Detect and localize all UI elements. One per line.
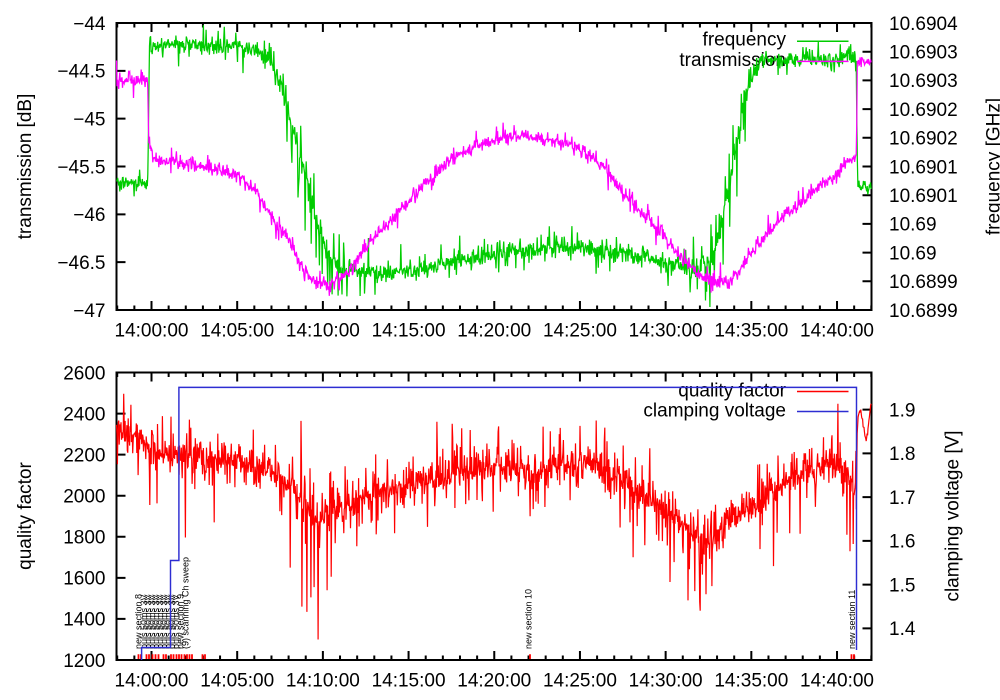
svg-text:new section 11: new section 11: [847, 590, 857, 649]
svg-text:14:00:00: 14:00:00: [115, 320, 189, 341]
svg-text:14:25:00: 14:25:00: [543, 320, 617, 341]
svg-text:puls 50ms 3V: puls 50ms 3V: [171, 594, 181, 649]
svg-text:2000: 2000: [63, 487, 105, 508]
svg-text:clamping voltage [V]: clamping voltage [V]: [943, 430, 964, 601]
svg-text:14:15:00: 14:15:00: [372, 670, 446, 691]
svg-text:2200: 2200: [63, 445, 105, 466]
svg-text:−46.5: −46.5: [57, 253, 105, 274]
svg-text:1400: 1400: [63, 610, 105, 631]
svg-text:14:10:00: 14:10:00: [286, 670, 360, 691]
svg-text:10.6901: 10.6901: [889, 157, 958, 178]
svg-text:14:20:00: 14:20:00: [457, 670, 531, 691]
svg-text:14:05:00: 14:05:00: [200, 670, 274, 691]
svg-text:14:40:00: 14:40:00: [800, 320, 874, 341]
svg-text:puls 50ms 3V: puls 50ms 3V: [143, 594, 153, 649]
svg-text:14:05:00: 14:05:00: [200, 320, 274, 341]
svg-text:14:30:00: 14:30:00: [629, 670, 703, 691]
svg-text:new section 9: new section 9: [176, 594, 186, 649]
svg-text:puls 50ms 3V: puls 50ms 3V: [159, 594, 169, 649]
svg-text:(9) scanning Ch sweep: (9) scanning Ch sweep: [181, 557, 191, 649]
svg-text:10.69: 10.69: [889, 243, 937, 264]
svg-text:14:15:00: 14:15:00: [372, 320, 446, 341]
svg-text:transmission [dB]: transmission [dB]: [15, 94, 36, 240]
svg-text:10.69: 10.69: [889, 215, 937, 236]
svg-text:2600: 2600: [63, 363, 105, 384]
svg-text:new section 10: new section 10: [524, 589, 534, 649]
svg-text:frequency: frequency: [703, 30, 787, 51]
svg-text:clamping voltage: clamping voltage: [643, 401, 786, 422]
svg-text:−45.5: −45.5: [57, 157, 105, 178]
svg-text:1.9: 1.9: [889, 400, 915, 421]
svg-text:1.7: 1.7: [889, 488, 915, 509]
svg-text:quality factor: quality factor: [678, 380, 786, 401]
svg-text:10.6899: 10.6899: [889, 272, 958, 293]
svg-text:10.6902: 10.6902: [889, 100, 958, 121]
svg-text:−44.5: −44.5: [57, 62, 105, 83]
svg-text:1200: 1200: [63, 651, 105, 672]
svg-text:puls 50ms 3V: puls 50ms 3V: [147, 594, 157, 649]
svg-text:1600: 1600: [63, 569, 105, 590]
svg-text:1.5: 1.5: [889, 575, 915, 596]
svg-text:10.6903: 10.6903: [889, 71, 958, 92]
svg-text:14:25:00: 14:25:00: [543, 670, 617, 691]
svg-text:−45: −45: [73, 109, 105, 130]
svg-text:puls 50ms 3V: puls 50ms 3V: [155, 594, 165, 649]
svg-text:new section 8: new section 8: [134, 594, 144, 649]
svg-text:puls 50ms 3V: puls 50ms 3V: [167, 594, 177, 649]
svg-text:−44: −44: [73, 14, 106, 35]
svg-text:14:00:00: 14:00:00: [115, 670, 189, 691]
svg-text:14:20:00: 14:20:00: [457, 320, 531, 341]
svg-text:puls 50ms 3V: puls 50ms 3V: [151, 594, 161, 649]
svg-text:10.6903: 10.6903: [889, 43, 958, 64]
svg-text:1800: 1800: [63, 528, 105, 549]
svg-text:14:35:00: 14:35:00: [714, 670, 788, 691]
svg-text:2400: 2400: [63, 404, 105, 425]
svg-text:frequency [GHz]: frequency [GHz]: [984, 98, 1000, 235]
svg-text:10.6904: 10.6904: [889, 14, 958, 35]
svg-text:puls 50ms 3V: puls 50ms 3V: [163, 594, 173, 649]
svg-text:14:10:00: 14:10:00: [286, 320, 360, 341]
svg-text:10.6901: 10.6901: [889, 186, 958, 207]
svg-text:quality factor: quality factor: [15, 461, 36, 569]
svg-text:−47: −47: [73, 301, 105, 322]
svg-text:10.6899: 10.6899: [889, 301, 958, 322]
svg-text:−46: −46: [73, 205, 105, 226]
svg-text:puls 50ms 3V: puls 50ms 3V: [139, 594, 149, 649]
svg-text:1.4: 1.4: [889, 619, 916, 640]
svg-text:14:30:00: 14:30:00: [629, 320, 703, 341]
svg-text:1.8: 1.8: [889, 444, 915, 465]
svg-text:14:40:00: 14:40:00: [800, 670, 874, 691]
svg-text:1.6: 1.6: [889, 532, 915, 553]
svg-text:10.6902: 10.6902: [889, 129, 958, 150]
svg-text:14:35:00: 14:35:00: [714, 320, 788, 341]
